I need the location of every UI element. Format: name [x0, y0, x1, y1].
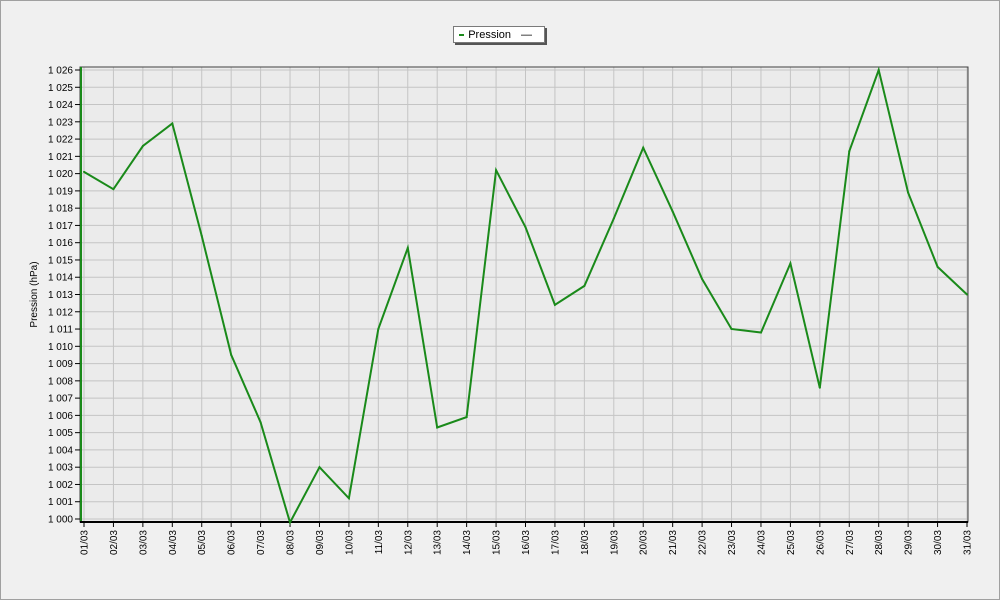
data-point — [936, 265, 939, 268]
data-point — [377, 328, 380, 331]
y-tick-label: 1 001 — [48, 497, 73, 508]
data-point — [318, 466, 321, 469]
data-point — [436, 426, 439, 429]
x-tick-label: 28/03 — [874, 530, 885, 555]
legend: Pression — — [453, 26, 545, 43]
y-tick-label: 1 003 — [48, 463, 73, 474]
x-tick-label: 05/03 — [197, 530, 208, 555]
data-point — [789, 262, 792, 265]
x-tick-label: 25/03 — [786, 530, 797, 555]
x-tick-label: 31/03 — [963, 530, 974, 555]
x-tick-label: 04/03 — [168, 530, 179, 555]
y-tick-label: 1 021 — [48, 152, 73, 163]
data-point — [730, 328, 733, 331]
y-tick-label: 1 000 — [48, 515, 73, 526]
y-tick-label: 1 018 — [48, 204, 73, 215]
x-tick-label: 19/03 — [609, 530, 620, 555]
data-point — [83, 170, 85, 173]
data-point — [171, 122, 174, 125]
x-tick-label: 21/03 — [668, 530, 679, 555]
data-point — [759, 331, 762, 334]
x-tick-label: 11/03 — [374, 530, 385, 555]
data-point — [112, 188, 115, 191]
y-tick-label: 1 010 — [48, 342, 73, 353]
x-tick-label: 07/03 — [256, 530, 267, 555]
y-tick-label: 1 025 — [48, 83, 73, 94]
x-tick-label: 01/03 — [80, 530, 91, 555]
x-tick-label: 06/03 — [227, 530, 238, 555]
legend-swatch — [459, 33, 465, 36]
x-tick-label: 03/03 — [138, 530, 149, 555]
y-tick-label: 1 013 — [48, 290, 73, 301]
y-axis-label: Pression (hPa) — [29, 261, 40, 327]
data-point — [818, 386, 821, 389]
y-tick-label: 1 022 — [48, 135, 73, 146]
data-point — [671, 210, 674, 213]
y-tick-label: 1 026 — [48, 66, 73, 77]
y-tick-label: 1 006 — [48, 411, 73, 422]
x-tick-label: 14/03 — [462, 530, 473, 555]
data-point — [230, 353, 233, 356]
data-point — [465, 416, 468, 419]
x-tick-label: 02/03 — [109, 530, 120, 555]
y-tick-label: 1 015 — [48, 255, 73, 266]
y-tick-label: 1 014 — [48, 273, 73, 284]
data-point — [907, 191, 910, 194]
x-tick-label: 27/03 — [845, 530, 856, 555]
y-tick-label: 1 023 — [48, 117, 73, 128]
y-tick-label: 1 009 — [48, 359, 73, 370]
x-tick-label: 17/03 — [550, 530, 561, 555]
y-tick-label: 1 024 — [48, 100, 73, 111]
legend-label: Pression — [468, 28, 511, 41]
x-tick-label: 13/03 — [433, 530, 444, 555]
x-tick-label: 26/03 — [815, 530, 826, 555]
data-point — [289, 521, 292, 524]
y-tick-label: 1 012 — [48, 307, 73, 318]
data-point — [642, 146, 645, 149]
y-tick-label: 1 008 — [48, 376, 73, 387]
x-tick-label: 20/03 — [639, 530, 650, 555]
data-point — [701, 277, 704, 280]
x-tick-label: 23/03 — [727, 530, 738, 555]
y-tick-label: 1 020 — [48, 169, 73, 180]
y-tick-label: 1 011 — [49, 325, 74, 336]
data-point — [200, 234, 203, 237]
data-point — [553, 303, 556, 306]
x-tick-label: 22/03 — [698, 530, 709, 555]
y-tick-label: 1 007 — [48, 394, 73, 405]
data-point — [612, 217, 615, 220]
data-point — [347, 497, 350, 500]
y-tick-label: 1 016 — [48, 238, 73, 249]
y-tick-label: 1 005 — [48, 428, 73, 439]
x-tick-label: 15/03 — [492, 530, 503, 555]
legend-marker: — — [521, 28, 532, 41]
data-point — [406, 246, 409, 249]
data-point — [141, 144, 144, 147]
x-tick-label: 16/03 — [521, 530, 532, 555]
x-tick-label: 08/03 — [286, 530, 297, 555]
data-point — [259, 421, 262, 424]
x-tick-label: 24/03 — [756, 530, 767, 555]
data-point — [583, 284, 586, 287]
x-tick-label: 29/03 — [904, 530, 915, 555]
y-tick-label: 1 017 — [48, 221, 73, 232]
x-tick-label: 12/03 — [403, 530, 414, 555]
x-tick-label: 09/03 — [315, 530, 326, 555]
y-tick-label: 1 002 — [48, 480, 73, 491]
data-point — [524, 226, 527, 229]
x-tick-label: 18/03 — [580, 530, 591, 555]
x-tick-label: 30/03 — [933, 530, 944, 555]
data-point — [848, 150, 851, 153]
y-tick-label: 1 004 — [48, 445, 73, 456]
data-point — [966, 293, 968, 296]
y-tick-label: 1 019 — [48, 186, 73, 197]
data-point — [495, 169, 498, 172]
x-tick-label: 10/03 — [344, 530, 355, 555]
data-point — [877, 69, 880, 71]
